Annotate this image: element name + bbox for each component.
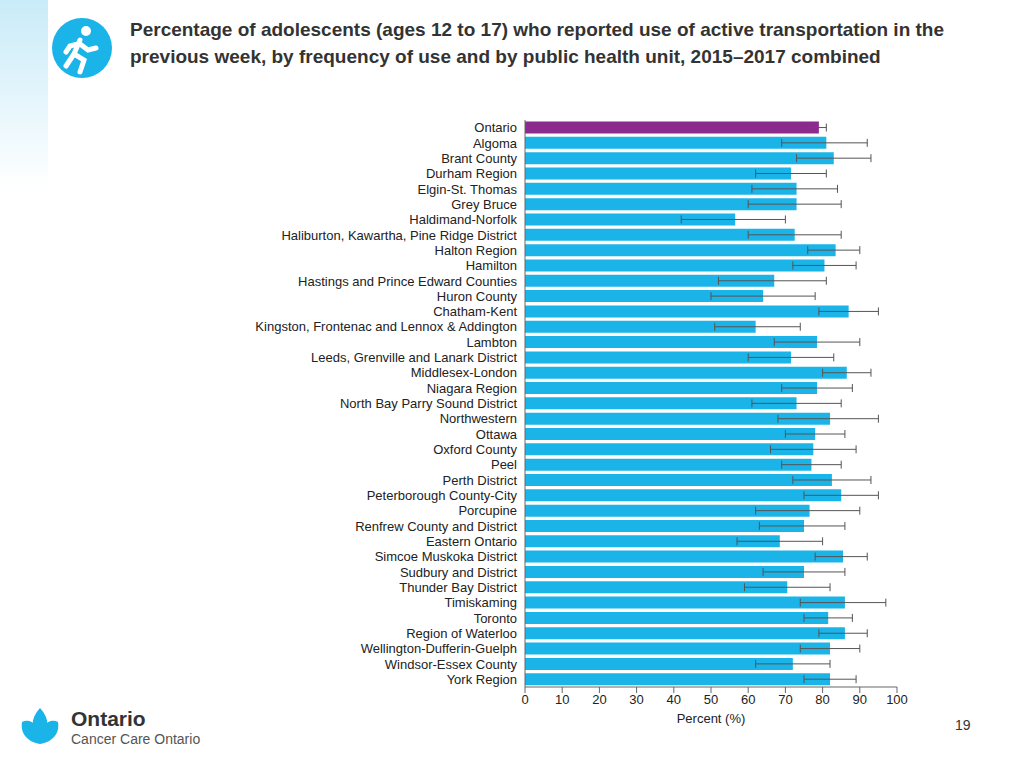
svg-text:30: 30	[629, 692, 643, 707]
svg-text:Ottawa: Ottawa	[476, 427, 518, 442]
svg-text:Oxford County: Oxford County	[433, 442, 517, 457]
svg-text:Hastings and Prince Edward Cou: Hastings and Prince Edward Counties	[298, 274, 517, 289]
svg-text:Peel: Peel	[491, 457, 517, 472]
svg-text:0: 0	[521, 692, 528, 707]
svg-text:20: 20	[592, 692, 606, 707]
html-text:19: 19	[955, 717, 971, 733]
svg-text:Porcupine: Porcupine	[458, 503, 517, 518]
svg-text:Niagara Region: Niagara Region	[427, 381, 517, 396]
svg-text:Haldimand-Norfolk: Haldimand-Norfolk	[409, 212, 517, 227]
svg-text:Haliburton, Kawartha, Pine Rid: Haliburton, Kawartha, Pine Ridge Distric…	[281, 228, 517, 243]
svg-text:Algoma: Algoma	[473, 136, 518, 151]
svg-text:10: 10	[555, 692, 569, 707]
svg-text:Northwestern: Northwestern	[440, 411, 517, 426]
svg-text:Ontario: Ontario	[474, 120, 517, 135]
svg-text:Sudbury and District: Sudbury and District	[400, 565, 517, 580]
svg-text:Lambton: Lambton	[466, 335, 517, 350]
svg-text:North Bay Parry Sound District: North Bay Parry Sound District	[340, 396, 517, 411]
svg-text:Middlesex-London: Middlesex-London	[411, 365, 517, 380]
svg-text:Peterborough County-City: Peterborough County-City	[367, 488, 518, 503]
svg-text:90: 90	[853, 692, 867, 707]
svg-text:Huron County: Huron County	[437, 289, 518, 304]
svg-text:40: 40	[667, 692, 681, 707]
svg-text:Perth District: Perth District	[443, 473, 518, 488]
svg-text:60: 60	[741, 692, 755, 707]
svg-text:Brant County: Brant County	[441, 151, 517, 166]
svg-text:Region of Waterloo: Region of Waterloo	[406, 626, 517, 641]
svg-text:Percent (%): Percent (%)	[677, 711, 746, 726]
svg-text:Hamilton: Hamilton	[466, 258, 517, 273]
svg-text:Eastern Ontario: Eastern Ontario	[426, 534, 517, 549]
svg-text:Renfrew County and District: Renfrew County and District	[355, 519, 517, 534]
svg-text:Leeds, Grenville and Lanark Di: Leeds, Grenville and Lanark District	[311, 350, 517, 365]
svg-text:Durham Region: Durham Region	[426, 166, 517, 181]
svg-text:Windsor-Essex County: Windsor-Essex County	[385, 657, 518, 672]
svg-text:Elgin-St. Thomas: Elgin-St. Thomas	[418, 182, 518, 197]
svg-text:100: 100	[886, 692, 908, 707]
svg-text:Wellington-Dufferin-Guelph: Wellington-Dufferin-Guelph	[361, 641, 517, 656]
svg-text:Simcoe Muskoka District: Simcoe Muskoka District	[375, 549, 518, 564]
html-text:Ontario: Ontario	[71, 707, 146, 730]
html-text:Percentage of adolescents (age: Percentage of adolescents (ages 12 to 17…	[130, 19, 944, 67]
svg-text:80: 80	[815, 692, 829, 707]
svg-text:Chatham-Kent: Chatham-Kent	[433, 304, 517, 319]
svg-text:Toronto: Toronto	[474, 611, 517, 626]
svg-text:York Region: York Region	[447, 672, 517, 687]
svg-text:Halton Region: Halton Region	[435, 243, 517, 258]
svg-text:Grey Bruce: Grey Bruce	[451, 197, 517, 212]
svg-text:50: 50	[704, 692, 718, 707]
svg-text:70: 70	[778, 692, 792, 707]
html-text:Cancer Care Ontario: Cancer Care Ontario	[71, 731, 201, 747]
svg-text:Kingston, Frontenac and Lennox: Kingston, Frontenac and Lennox & Addingt…	[255, 319, 517, 334]
svg-text:Thunder Bay District: Thunder Bay District	[399, 580, 517, 595]
svg-text:Timiskaming: Timiskaming	[445, 595, 517, 610]
